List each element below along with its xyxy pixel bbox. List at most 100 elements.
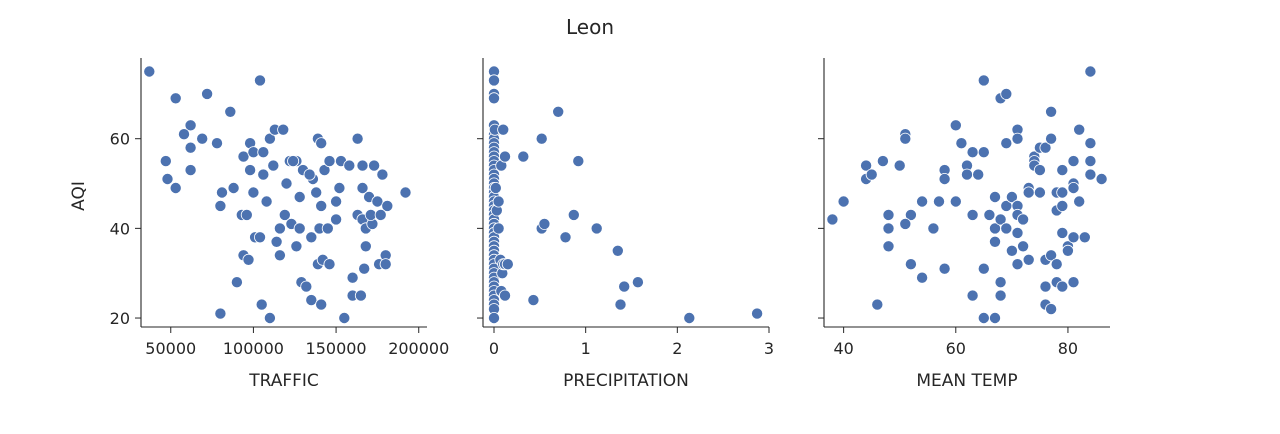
data-point xyxy=(955,137,968,150)
x-tick-label: 80 xyxy=(1058,339,1078,358)
data-point xyxy=(273,249,286,262)
data-point xyxy=(343,159,356,172)
data-point xyxy=(318,164,331,177)
data-point xyxy=(893,159,906,172)
data-point xyxy=(376,168,389,181)
data-point xyxy=(169,181,182,194)
data-point xyxy=(916,195,929,208)
data-point xyxy=(882,240,895,253)
data-point xyxy=(1073,195,1086,208)
data-point xyxy=(290,240,303,253)
data-point xyxy=(374,208,387,221)
data-point xyxy=(159,155,172,168)
data-point xyxy=(989,235,1002,248)
data-point xyxy=(315,137,328,150)
data-point xyxy=(237,150,250,163)
scatter-panel: 40 60 80 MEAN TEMP xyxy=(818,58,1110,391)
data-point xyxy=(1033,164,1046,177)
data-point xyxy=(535,132,548,145)
data-point xyxy=(257,168,270,181)
data-point xyxy=(1000,137,1013,150)
data-point xyxy=(949,119,962,132)
data-point xyxy=(287,155,300,168)
data-point xyxy=(933,195,946,208)
data-point xyxy=(143,65,156,78)
data-point xyxy=(1011,226,1024,239)
data-point xyxy=(1073,123,1086,136)
data-point xyxy=(255,298,268,311)
x-tick-label: 100000 xyxy=(223,339,284,358)
data-point xyxy=(214,199,227,212)
data-point xyxy=(1000,87,1013,100)
data-point xyxy=(899,217,912,230)
data-point xyxy=(270,235,283,248)
data-point xyxy=(977,262,990,275)
scatter-panels: 20 40 60 50000 100000 150000 200000 TRAFFIC 0 1 2 3… xyxy=(110,58,1110,391)
data-point xyxy=(1078,231,1091,244)
data-point xyxy=(492,195,505,208)
data-point xyxy=(263,311,276,324)
data-point xyxy=(1056,199,1069,212)
data-point xyxy=(977,74,990,87)
data-point xyxy=(904,208,917,221)
data-point xyxy=(489,181,502,194)
data-point xyxy=(977,146,990,159)
data-point xyxy=(1039,141,1052,154)
data-point xyxy=(498,150,511,163)
data-point xyxy=(1061,244,1074,257)
data-point xyxy=(177,128,190,141)
data-point xyxy=(552,105,565,118)
data-point xyxy=(253,231,266,244)
data-point xyxy=(321,222,334,235)
data-point xyxy=(916,271,929,284)
y-tick-label: 20 xyxy=(110,309,130,328)
x-axis-label: TRAFFIC xyxy=(248,371,319,391)
data-point xyxy=(994,276,1007,289)
data-point xyxy=(184,141,197,154)
scatter-panel: 20 40 60 50000 100000 150000 200000 TRAFFIC xyxy=(110,58,449,391)
data-point xyxy=(358,262,371,275)
data-point xyxy=(487,74,500,87)
x-tick-label: 0 xyxy=(489,339,499,358)
data-point xyxy=(257,146,270,159)
data-point xyxy=(230,276,243,289)
data-point xyxy=(293,190,306,203)
y-tick-label: 60 xyxy=(110,130,130,149)
data-point xyxy=(333,181,346,194)
data-point xyxy=(517,150,530,163)
x-tick-label: 3 xyxy=(764,339,774,358)
data-point xyxy=(201,87,214,100)
data-point xyxy=(1084,155,1097,168)
data-point xyxy=(1017,213,1030,226)
scatter-panel: 0 1 2 3 PRECIPITATION xyxy=(477,58,774,391)
x-tick-label: 2 xyxy=(672,339,682,358)
data-point xyxy=(315,298,328,311)
data-point xyxy=(330,213,343,226)
data-point xyxy=(860,159,873,172)
data-point xyxy=(1084,65,1097,78)
data-point xyxy=(323,258,336,271)
data-point xyxy=(161,172,174,185)
data-point xyxy=(351,132,364,145)
x-tick-label: 40 xyxy=(833,339,853,358)
data-point xyxy=(371,195,384,208)
data-point xyxy=(330,195,343,208)
data-point xyxy=(994,213,1007,226)
data-point xyxy=(1011,258,1024,271)
data-point xyxy=(611,244,624,257)
data-point xyxy=(300,280,313,293)
data-point xyxy=(497,123,510,136)
data-point xyxy=(927,222,940,235)
data-point xyxy=(989,190,1002,203)
data-point xyxy=(966,208,979,221)
data-point xyxy=(498,289,511,302)
data-point xyxy=(184,164,197,177)
data-point xyxy=(224,105,237,118)
data-point xyxy=(305,294,318,307)
data-point xyxy=(315,199,328,212)
data-point xyxy=(244,164,257,177)
data-point xyxy=(1045,105,1058,118)
data-point xyxy=(1045,249,1058,262)
data-point xyxy=(1067,155,1080,168)
